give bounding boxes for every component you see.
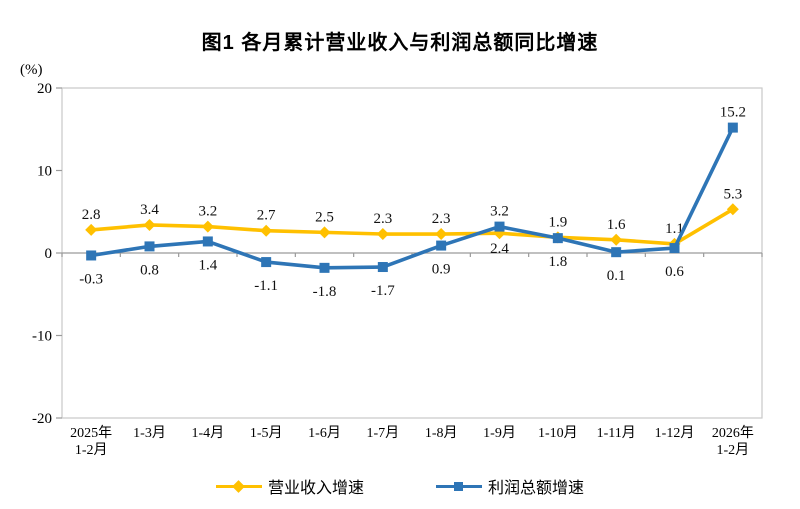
data-label: 2.5 bbox=[315, 209, 334, 225]
data-label: 3.2 bbox=[490, 204, 509, 220]
data-point-marker bbox=[610, 233, 623, 246]
data-label: 2.7 bbox=[257, 208, 276, 224]
data-point-marker bbox=[201, 220, 214, 233]
chart-title: 图1 各月累计营业收入与利润总额同比增速 bbox=[201, 32, 599, 54]
data-point-marker bbox=[435, 228, 448, 241]
y-axis-unit-label: (%) bbox=[20, 62, 43, 78]
y-axis-label: -10 bbox=[32, 329, 52, 345]
data-label: 5.3 bbox=[723, 186, 742, 202]
legend: 营业收入增速 利润总额增速 bbox=[0, 474, 800, 498]
x-axis-label: 1-10月 bbox=[538, 425, 578, 441]
data-label: 1.9 bbox=[548, 214, 567, 230]
data-label: 0.6 bbox=[665, 264, 684, 280]
data-label: 0.1 bbox=[607, 268, 626, 284]
data-point-marker bbox=[727, 122, 738, 133]
data-label: 2.8 bbox=[82, 207, 101, 223]
profit-series-line bbox=[90, 126, 735, 270]
data-label: -0.3 bbox=[79, 271, 103, 287]
data-label: 0.9 bbox=[432, 262, 451, 278]
data-point-marker bbox=[260, 224, 273, 237]
data-point-marker bbox=[376, 228, 389, 241]
data-point-marker bbox=[552, 233, 563, 244]
data-point-marker bbox=[318, 226, 331, 239]
revenue-series-swatch-icon bbox=[215, 479, 262, 493]
data-label: 3.2 bbox=[198, 204, 217, 220]
legend-label-revenue: 营业收入增速 bbox=[267, 480, 364, 497]
data-point-marker bbox=[319, 262, 330, 273]
x-axis-label: 2025年 1-2月 bbox=[70, 425, 112, 458]
data-label: 2.3 bbox=[432, 211, 451, 227]
data-label: -1.8 bbox=[313, 284, 337, 300]
legend-item-revenue: 营业收入增速 bbox=[215, 474, 364, 498]
x-axis-label: 1-11月 bbox=[597, 425, 636, 441]
data-label: -1.7 bbox=[371, 283, 395, 299]
x-axis-label: 1-7月 bbox=[366, 425, 399, 441]
data-point-marker bbox=[85, 223, 98, 236]
data-point-marker bbox=[202, 236, 213, 247]
data-label: 1.8 bbox=[548, 254, 567, 270]
data-label: 1.4 bbox=[198, 257, 217, 273]
y-axis-label: 10 bbox=[37, 164, 52, 180]
x-axis-label: 1-12月 bbox=[655, 425, 695, 441]
profit-series-swatch-icon bbox=[436, 481, 482, 492]
data-point-marker bbox=[669, 243, 680, 254]
x-axis-label: 2026年 1-2月 bbox=[712, 425, 754, 458]
y-axis-label: 20 bbox=[37, 81, 52, 97]
revenue-series-line bbox=[91, 207, 734, 246]
x-axis-label: 1-8月 bbox=[425, 425, 458, 441]
data-point-marker bbox=[436, 240, 447, 251]
x-axis-label: 1-9月 bbox=[483, 425, 516, 441]
data-point-marker bbox=[377, 262, 388, 273]
legend-label-profit: 利润总额增速 bbox=[488, 480, 585, 497]
data-point-marker bbox=[143, 218, 156, 231]
data-point-marker bbox=[494, 221, 505, 232]
x-axis-label: 1-4月 bbox=[191, 425, 224, 441]
data-point-marker bbox=[726, 203, 739, 216]
x-axis-label: 1-3月 bbox=[133, 425, 166, 441]
y-axis-label: 0 bbox=[45, 246, 53, 262]
data-label: 3.4 bbox=[140, 202, 159, 218]
data-label: 1.6 bbox=[607, 217, 626, 233]
data-label: 15.2 bbox=[720, 105, 746, 121]
data-point-marker bbox=[611, 247, 622, 258]
y-axis-label: -20 bbox=[32, 411, 52, 427]
data-point-marker bbox=[261, 257, 272, 268]
legend-item-profit: 利润总额增速 bbox=[436, 474, 584, 498]
x-axis-label: 1-6月 bbox=[308, 425, 341, 441]
data-point-marker bbox=[86, 250, 97, 261]
data-label: 2.4 bbox=[490, 241, 509, 257]
data-point-marker bbox=[144, 241, 155, 252]
data-label: 0.8 bbox=[140, 262, 159, 278]
data-label: -1.1 bbox=[254, 278, 278, 294]
data-label: 1.1 bbox=[665, 221, 684, 237]
data-label: 2.3 bbox=[373, 211, 392, 227]
x-axis-label: 1-5月 bbox=[250, 425, 283, 441]
